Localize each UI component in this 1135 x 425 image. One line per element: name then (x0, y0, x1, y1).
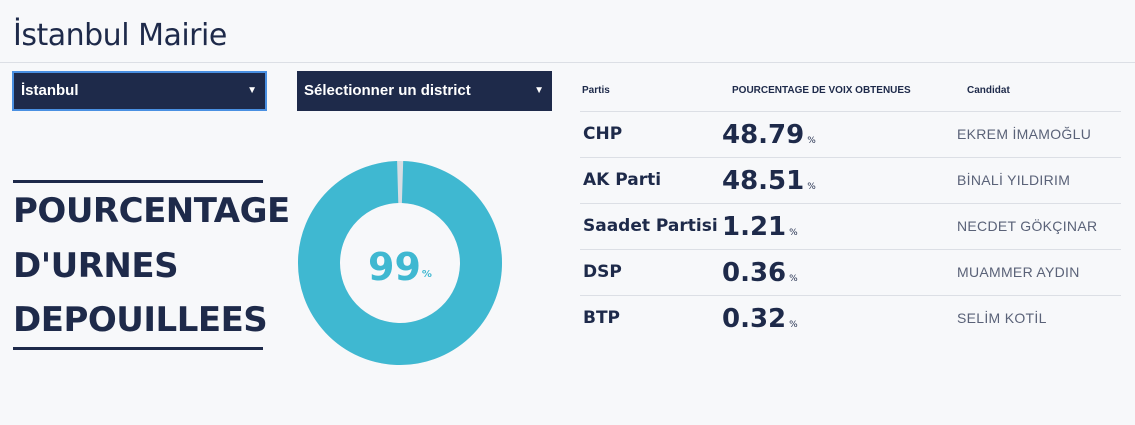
header-party: Partis (582, 85, 610, 96)
district-select-placeholder: Sélectionner un district (304, 82, 471, 99)
header-candidate: Candidat (967, 85, 1010, 96)
table-row: Saadet Partisi 1.21% NECDET GÖKÇINAR (580, 203, 1121, 249)
counted-ballots-heading: POURCENTAGE D'URNES DEPOUILLEES (13, 180, 290, 350)
percent-unit: % (807, 136, 816, 146)
vote-percentage-value: 48.79 (722, 120, 805, 150)
vote-percentage: 48.79% (722, 120, 816, 150)
donut-fill-arc (298, 161, 502, 365)
city-select[interactable]: İstanbul ▼ (12, 71, 267, 111)
table-row: BTP 0.32% SELİM KOTİL (580, 295, 1121, 341)
vote-percentage: 48.51% (722, 166, 816, 196)
vote-percentage: 1.21% (722, 212, 798, 242)
vote-percentage: 0.32% (722, 304, 798, 334)
table-row: DSP 0.36% MUAMMER AYDIN (580, 249, 1121, 295)
counted-percentage-value: 99 (368, 245, 421, 289)
candidate-name: EKREM İMAMOĞLU (957, 126, 1092, 142)
counted-ballots-donut (298, 161, 502, 365)
table-row: CHP 48.79% EKREM İMAMOĞLU (580, 111, 1121, 157)
table-row: AK Parti 48.51% BİNALİ YILDIRIM (580, 157, 1121, 203)
candidate-name: NECDET GÖKÇINAR (957, 218, 1098, 234)
party-name: Saadet Partisi (583, 216, 718, 236)
vote-percentage-value: 1.21 (722, 212, 787, 242)
percent-unit: % (789, 320, 798, 330)
party-name: BTP (583, 308, 621, 328)
title-divider (0, 62, 1135, 63)
candidate-name: BİNALİ YILDIRIM (957, 172, 1071, 188)
party-name: CHP (583, 124, 623, 144)
percent-unit: % (807, 182, 816, 192)
heading-line-2: D'URNES (13, 246, 179, 286)
heading-line-1: POURCENTAGE (13, 191, 290, 231)
party-name: DSP (583, 262, 622, 282)
party-name: AK Parti (583, 170, 662, 190)
candidate-name: SELİM KOTİL (957, 310, 1047, 326)
district-select[interactable]: Sélectionner un district ▼ (297, 71, 552, 111)
heading-line-3: DEPOUILLEES (13, 300, 268, 340)
chevron-down-icon: ▼ (247, 85, 257, 96)
counted-percentage: 99% (297, 245, 503, 289)
vote-percentage-value: 0.32 (722, 304, 787, 334)
vote-percentage: 0.36% (722, 258, 798, 288)
vote-percentage-value: 48.51 (722, 166, 805, 196)
candidate-name: MUAMMER AYDIN (957, 264, 1080, 280)
counted-percentage-unit: % (421, 269, 432, 280)
city-select-value: İstanbul (21, 82, 79, 99)
chevron-down-icon: ▼ (534, 85, 544, 96)
percent-unit: % (789, 228, 798, 238)
vote-percentage-value: 0.36 (722, 258, 787, 288)
percent-unit: % (789, 274, 798, 284)
page-title: İstanbul Mairie (13, 18, 227, 53)
header-percentage: POURCENTAGE DE VOIX OBTENUES (732, 85, 911, 96)
